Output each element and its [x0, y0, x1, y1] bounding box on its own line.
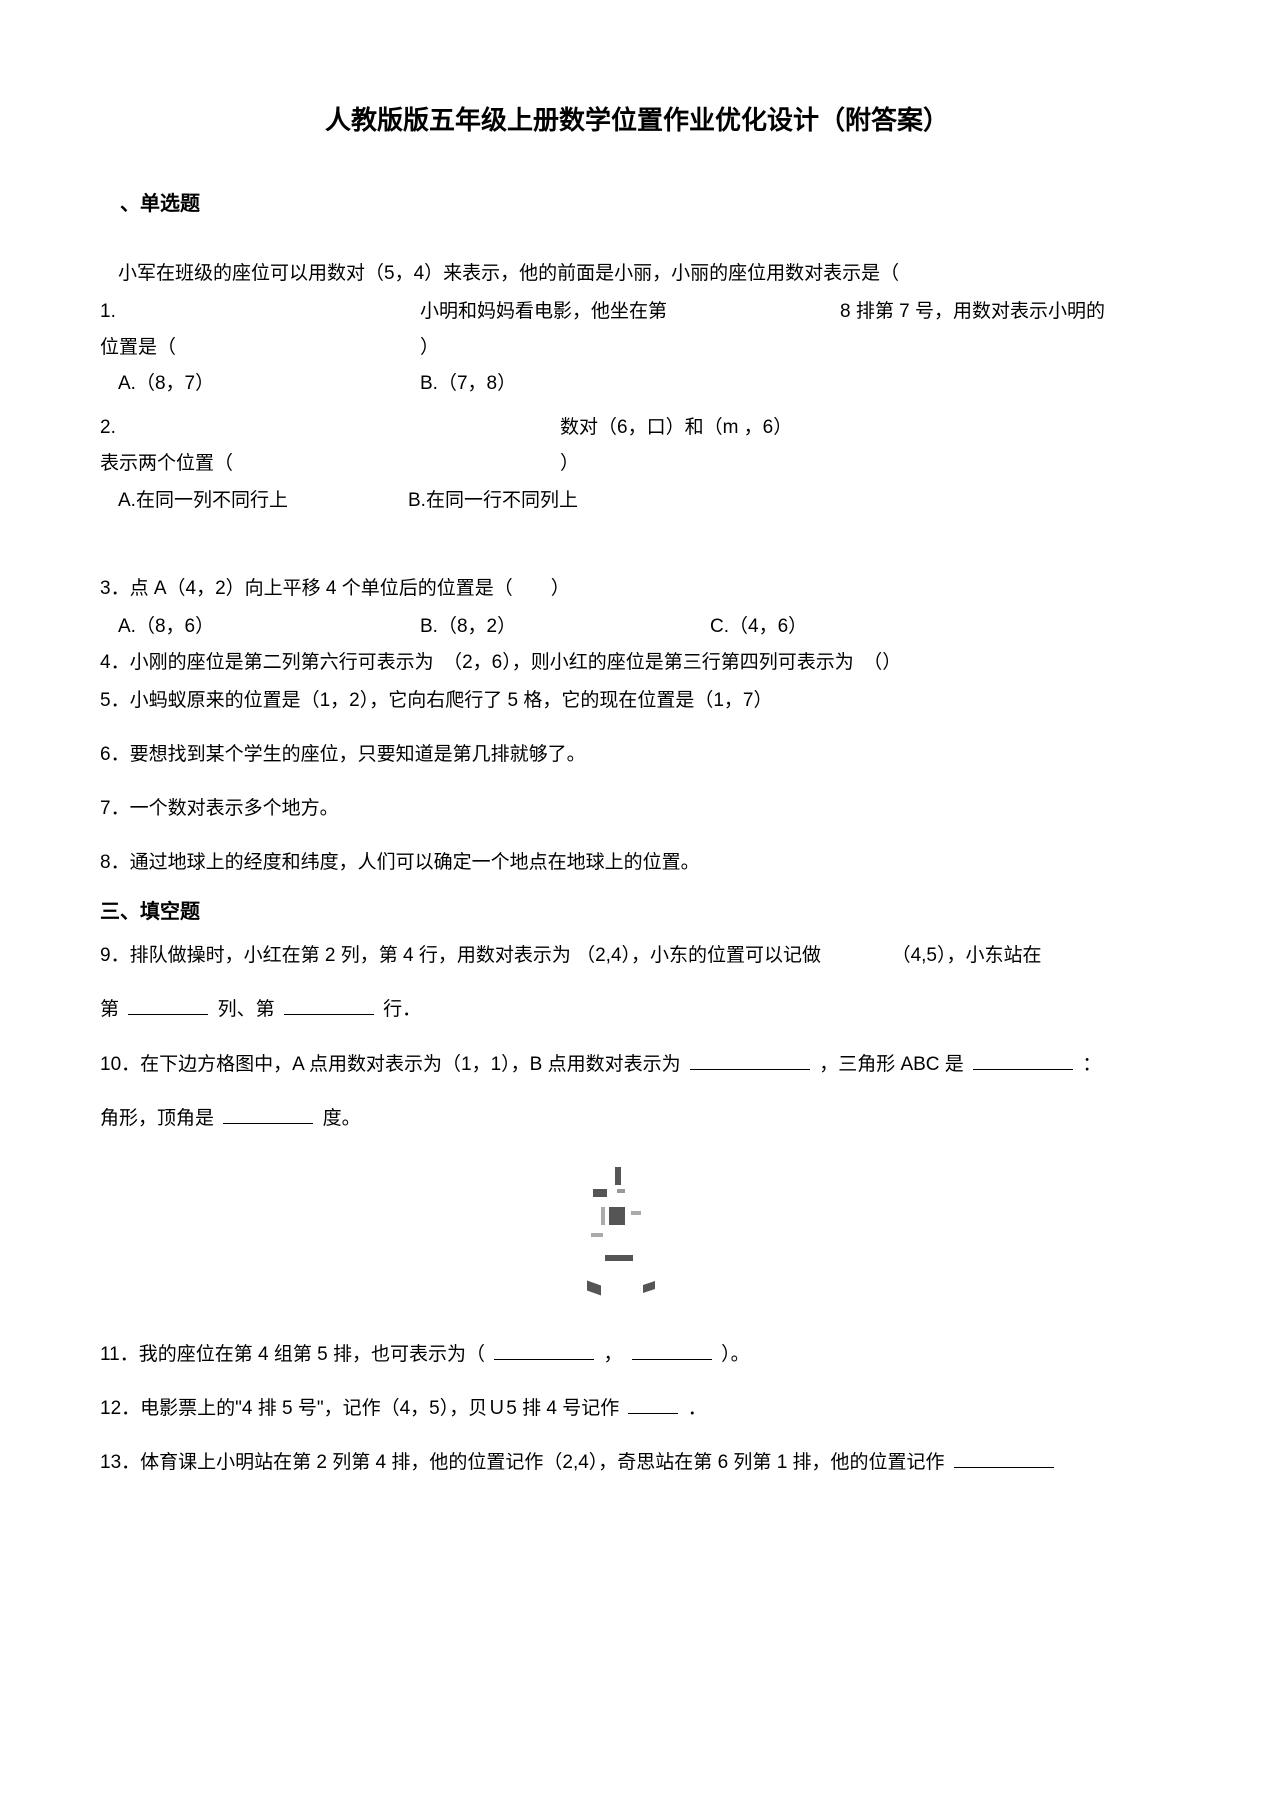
blank-input[interactable] [128, 995, 208, 1016]
section-3-header: 三、填空题 [100, 895, 1174, 924]
q9-text-b: （4,5），小东站在 [892, 945, 1042, 966]
q10-c-end: 度。 [323, 1108, 361, 1129]
q11-end: ）。 [721, 1344, 750, 1365]
q10-line2: 角形，顶角是 度。 [100, 1101, 1174, 1137]
blank-input[interactable] [632, 1339, 712, 1360]
q3-opt-b: B.（8，2） [420, 609, 710, 645]
q6: 6．要想找到某个学生的座位，只要知道是第几排就够了。 [100, 737, 1174, 773]
q1-num: 1. [100, 294, 420, 330]
blank-input[interactable] [954, 1447, 1054, 1468]
q10-line1: 10．在下边方格图中，A 点用数对表示为（1，1），B 点用数对表示为 ，三角形… [100, 1047, 1174, 1083]
q9-line1: 9．排队做操时，小红在第 2 列，第 4 行，用数对表示为 （2,4），小东的位… [100, 938, 1174, 974]
q13: 13．体育课上小明站在第 2 列第 4 排，他的位置记作（2,4），奇思站在第 … [100, 1445, 1174, 1481]
q4: 4．小刚的座位是第二列第六行可表示为 （2，6），则小红的座位是第三行第四列可表… [100, 645, 1174, 681]
q11: 11．我的座位在第 4 组第 5 排，也可表示为（ ， ）。 [100, 1337, 1174, 1373]
q9-c-mid: 列、第 [218, 999, 275, 1020]
q3-opt-a: A.（8，6） [118, 609, 420, 645]
q2-options: A.在同一列不同行上 B.在同一行不同列上 [100, 483, 1174, 519]
q8: 8．通过地球上的经度和纬度，人们可以确定一个地点在地球上的位置。 [100, 845, 1174, 881]
q2-num: 2. [100, 410, 560, 446]
q3-opt-c: C.（4，6） [710, 609, 807, 645]
blank-input[interactable] [223, 1103, 313, 1124]
q2-tail-b: ） [560, 446, 579, 482]
q1-tail-b: ） [420, 330, 439, 366]
q10-c-pre: 角形，顶角是 [100, 1108, 214, 1129]
q10-text-a: 10．在下边方格图中，A 点用数对表示为（1，1），B 点用数对表示为 [100, 1054, 681, 1075]
q2-row: 2. 数对（6，口）和（m ，6） [100, 410, 1174, 446]
q12: 12．电影票上的"4 排 5 号"，记作（4，5），贝Ｕ5 排 4 号记作 ． [100, 1391, 1174, 1427]
q10-text-b: ，三角形 ABC 是 [819, 1054, 964, 1075]
q1-opt-b: B.（7，8） [420, 366, 516, 402]
q1-text-c: 8 排第 7 号，用数对表示小明的 [840, 294, 1105, 330]
q7: 7．一个数对表示多个地方。 [100, 791, 1174, 827]
colon: ： [1082, 1054, 1101, 1075]
q12-end: ． [688, 1398, 707, 1419]
q13-text-a: 13．体育课上小明站在第 2 列第 4 排，他的位置记作（2,4），奇思站在第 … [100, 1452, 945, 1473]
q9-c-pre: 第 [100, 999, 119, 1020]
page-title: 人教版版五年级上册数学位置作业优化设计（附答案） [100, 100, 1174, 137]
q11-text-a: 11．我的座位在第 4 组第 5 排，也可表示为（ [100, 1344, 485, 1365]
q1-options: A.（8，7） B.（7，8） [100, 366, 1174, 402]
q3-options: A.（8，6） B.（8，2） C.（4，6） [100, 609, 1174, 645]
grid-figure [557, 1157, 717, 1307]
q2-opt-a: A.在同一列不同行上 [118, 483, 408, 519]
section-1-header: 、单选题 [120, 187, 1174, 216]
q1-row: 1. 小明和妈妈看电影，他坐在第 8 排第 7 号，用数对表示小明的 [100, 294, 1174, 330]
q5: 5．小蚂蚁原来的位置是（1，2），它向右爬行了 5 格，它的现在位置是（1，7） [100, 683, 1174, 719]
q1-opt-a: A.（8，7） [118, 366, 420, 402]
q11-mid: ， [604, 1344, 623, 1365]
q2-opt-b: B.在同一行不同列上 [408, 483, 578, 519]
q9-line2: 第 列、第 行． [100, 992, 1174, 1028]
q1-tail-row: 位置是（ ） [100, 330, 1174, 366]
q2-text-b: 数对（6，口）和（m ，6） [560, 410, 792, 446]
q12-text-a: 12．电影票上的"4 排 5 号"，记作（4，5），贝Ｕ5 排 4 号记作 [100, 1398, 619, 1419]
blank-input[interactable] [973, 1049, 1073, 1070]
q1-text-b: 小明和妈妈看电影，他坐在第 [420, 294, 840, 330]
blank-input[interactable] [690, 1049, 810, 1070]
q2-tail-a: 表示两个位置（ [100, 446, 560, 482]
blank-input[interactable] [494, 1339, 594, 1360]
q9-c-end: 行． [383, 999, 421, 1020]
q1-tail-a: 位置是（ [100, 330, 420, 366]
q2-tail-row: 表示两个位置（ ） [100, 446, 1174, 482]
blank-input[interactable] [628, 1393, 678, 1414]
q3: 3．点 A（4，2）向上平移 4 个单位后的位置是（ ） [100, 571, 1174, 607]
intro-text: 小军在班级的座位可以用数对（5，4）来表示，他的前面是小丽，小丽的座位用数对表示… [100, 256, 1174, 292]
q9-text-a: 9．排队做操时，小红在第 2 列，第 4 行，用数对表示为 （2,4），小东的位… [100, 945, 821, 966]
blank-input[interactable] [284, 995, 374, 1016]
